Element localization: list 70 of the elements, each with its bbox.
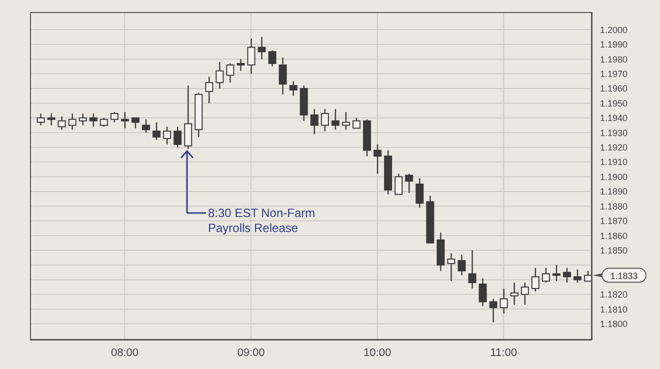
x-tick-label: 08:00 [110,346,138,359]
annotation: 8:30 EST Non-Farm Payrolls Release [208,206,316,235]
candlestick [331,108,340,130]
candlestick [120,111,129,129]
candlestick [531,267,540,292]
candlestick [78,112,87,126]
candlestick [47,112,56,126]
x-tick-label: 09:00 [237,346,265,359]
candlestick [268,50,276,68]
y-tick-label: 1.1860 [600,230,628,241]
y-tick-label: 1.1980 [600,54,628,64]
y-tick-label: 1.1800 [600,319,628,330]
candlestick [320,108,329,132]
y-tick-label: 1.1850 [600,245,628,256]
candlestick [310,108,318,135]
candlestick [174,126,182,148]
candlestick [542,267,550,284]
candlestick [216,61,224,90]
y-tick-label: 1.1820 [600,290,628,300]
y-tick-label: 1.1990 [600,40,628,50]
y-tick-label: 1.2000 [600,24,628,35]
x-tick-label: 10:00 [364,346,392,359]
y-tick-label: 1.1890 [600,186,628,197]
candlestick [552,264,560,282]
candlestick [342,111,350,130]
x-tick-label: 11:00 [490,346,517,359]
y-tick-label: 1.1880 [600,201,628,212]
candlestick [163,126,172,145]
y-tick-label: 1.1950 [600,98,628,108]
candlestick [36,112,45,126]
annotation: 1.1833 [610,270,638,281]
candlestick [500,288,508,314]
y-tick-label: 1.1930 [600,128,628,138]
candlestick [110,111,118,123]
candlestick [574,268,582,284]
candlestick [131,117,140,129]
y-tick-label: 1.1910 [600,157,628,168]
y-tick-label: 1.1870 [600,216,628,226]
candlestick [258,36,266,60]
candlestick [458,254,466,276]
candlestick [489,298,498,323]
candlestick [236,58,245,72]
y-tick-label: 1.1960 [600,84,628,94]
candlestick [152,122,161,141]
candlestick [289,80,298,96]
candlestick [416,178,424,208]
candlestick [58,116,66,130]
candlestick [226,62,234,84]
y-tick-label: 1.1970 [600,68,628,79]
candlestick [405,173,414,194]
y-tick-label: 1.1810 [600,304,628,314]
candlestick [352,117,360,129]
y-tick-label: 1.1920 [600,142,628,153]
candlestick [184,84,192,150]
candlestick [394,173,403,195]
candlestick [510,282,518,306]
candlestick [247,38,256,74]
candlestick [89,112,98,128]
candlestick [468,250,476,290]
candlestick [205,76,214,104]
candlestick [68,112,76,130]
candlestick [520,282,529,306]
candlestick [562,267,571,284]
candlestick [478,278,487,307]
candlestick [142,118,150,134]
y-tick-label: 1.1940 [600,113,628,124]
candlestick [374,144,382,174]
candlestick [447,252,456,282]
candlestick [278,56,287,95]
y-tick-label: 1.1900 [600,172,628,182]
